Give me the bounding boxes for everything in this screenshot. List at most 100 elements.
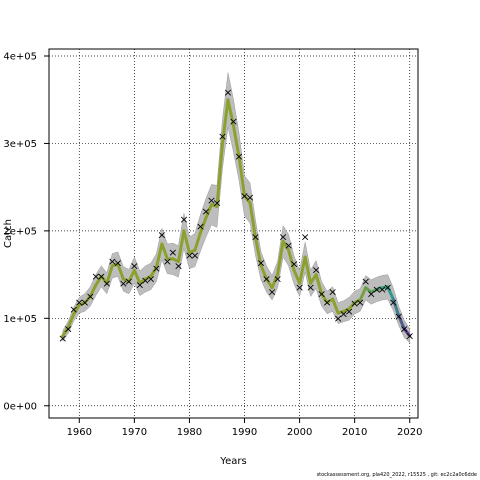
observed-marker: × [367,287,376,300]
fitted-line-segment [88,283,98,298]
fitted-line-segment [204,203,213,220]
y-tick-label: 2e+05 [3,226,37,237]
fitted-line-segment [94,274,103,287]
observed-marker: × [108,255,117,268]
observed-marker: × [163,255,172,268]
fitted-line-segment [132,268,142,285]
y-tick-label: 0e+00 [3,401,37,412]
observed-marker: × [179,213,188,226]
observed-marker: × [356,296,365,309]
observed-marker: × [328,286,337,299]
observed-marker: × [295,281,304,294]
fitted-line-segment [303,255,313,285]
fitted-line-segment [270,273,280,290]
observed-marker: × [256,257,265,270]
observed-marker: × [135,279,144,292]
observed-marker: × [383,281,392,294]
fitted-line-segment [72,303,81,316]
y-axis: 0e+00 1e+05 2e+05 3e+05 4e+05 [3,51,49,412]
fitted-line-segment [287,248,296,272]
observed-marker: × [58,332,67,345]
observed-marker: × [394,310,403,323]
observed-marker: × [372,283,381,296]
fitted-line-segment [66,312,76,329]
x-axis-label: Years [219,456,246,467]
plot-frame [48,48,419,419]
fitted-line-segment [105,264,114,285]
footer-note: stockassessment.org, pla420_2022, r15525… [316,472,477,478]
fitted-line-segment [193,231,202,252]
fitted-line-segment [149,266,158,278]
fitted-line-segment [127,268,136,284]
observed-marker: × [229,115,238,128]
fitted-line-segment [220,98,230,145]
observed-marker: × [69,303,78,316]
fitted-line-segment [160,242,169,261]
observed-marker: × [240,189,249,202]
x-tick-label: 1960 [67,427,92,438]
fitted-line-segment [386,285,395,301]
y-axis-label: Catch [3,219,14,248]
fitted-line-segment [116,262,125,281]
observed-marker: × [157,229,166,242]
observed-marker: × [174,259,183,272]
fitted-line-segment [391,297,401,318]
observed-marker: × [289,258,298,271]
x-tick-label: 1970 [122,427,147,438]
observed-marker: × [168,246,177,259]
observed-marker: × [284,239,293,252]
observed-marker: × [185,249,194,262]
fitted-line-segment [61,325,70,338]
observed-marker: × [300,230,309,243]
x-tick-label: 2010 [342,427,367,438]
fitted-line-segment [281,239,291,252]
observed-marker: × [389,296,398,309]
fitted-line-segment [298,255,307,285]
observed-marker: × [317,287,326,300]
fitted-line-segment [248,201,258,240]
observed-marker: × [102,277,111,290]
fitted-line-segment [182,229,191,255]
fitted-lines [61,98,412,338]
observed-marker: × [124,275,133,288]
x-axis: 1960 1970 1980 1990 2000 2010 2020 [67,418,422,438]
observed-marker: × [234,150,243,163]
fitted-line-segment [176,229,186,263]
observed-marker: × [273,272,282,285]
x-tick-label: 2000 [287,427,312,438]
fitted-line-segment [320,292,329,305]
confidence-band-area [62,72,410,344]
observed-marker: × [278,230,287,243]
observed-marker: × [267,286,276,299]
fitted-line-segment [259,264,269,281]
observed-marker: × [91,270,100,283]
observed-marker: × [334,312,343,325]
observed-marker: × [323,296,332,309]
observed-marker: × [201,205,210,218]
observed-marker: × [400,322,409,335]
fitted-line-segment [154,242,164,270]
observed-marker: × [405,329,414,342]
observed-marker: × [141,274,150,287]
observed-marker: × [306,281,315,294]
observed-marker: × [146,272,155,285]
observed-marker: × [251,230,260,243]
observed-marker: × [80,296,89,309]
observed-marker: × [312,264,321,277]
x-tick-label: 1980 [177,427,202,438]
y-tick-label: 1e+05 [3,314,37,325]
fitted-line-segment [215,141,224,208]
fitted-line-segment [331,297,340,315]
fitted-line-segment [276,239,285,277]
y-tick-label: 3e+05 [3,139,37,150]
observed-marker: × [262,272,271,285]
fitted-line-segment [226,98,235,128]
fitted-line-segment [232,124,241,159]
observed-marker: × [218,130,227,143]
observed-marker: × [152,262,161,275]
observed-marker: × [245,191,254,204]
observed-marker: × [345,305,354,318]
observed-marker: × [212,196,221,209]
x-tick-label: 2020 [397,427,422,438]
